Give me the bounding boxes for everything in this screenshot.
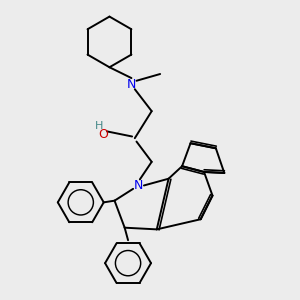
Text: O: O xyxy=(98,128,108,141)
Text: H: H xyxy=(95,122,103,131)
Text: N: N xyxy=(134,179,143,192)
Text: N: N xyxy=(127,78,136,91)
